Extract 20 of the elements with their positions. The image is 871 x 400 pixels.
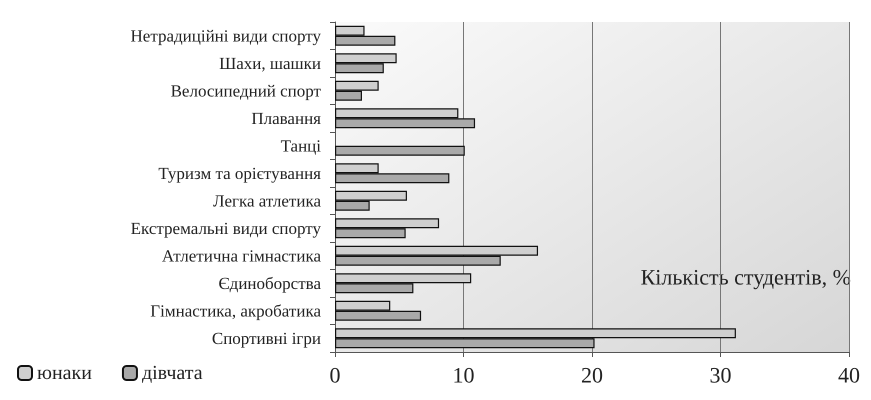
y-tick-label: Легка атлетика xyxy=(213,191,322,210)
x-tick-label: 20 xyxy=(581,362,603,388)
y-tick-label: Атлетична гімнастика xyxy=(162,246,322,266)
y-tick-label: Єдиноборства xyxy=(218,274,322,293)
y-tick-label: Нетрадиційні види спорту xyxy=(130,26,322,46)
x-tick-label: 0 xyxy=(330,362,340,388)
y-tick-label: Туризм та орієтування xyxy=(158,164,322,183)
y-tick-label: Екстремальні види спорту xyxy=(130,218,322,238)
y-tick-label: Шахи, шашки xyxy=(219,54,321,73)
y-tick-label: Велосипедний спорт xyxy=(170,81,322,100)
x-tick-label: 30 xyxy=(710,362,732,388)
y-tick-label: Танці xyxy=(280,136,322,156)
bar xyxy=(335,146,465,156)
y-tick-label: Плавання xyxy=(251,108,322,128)
legend-label: дівчата xyxy=(142,362,203,384)
y-tick-label: Спортивні ігри xyxy=(212,328,321,348)
legend-label: юнаки xyxy=(37,362,92,384)
x-tick-label: 10 xyxy=(452,362,474,388)
x-tick-label: 40 xyxy=(838,362,860,388)
y-tick-label: Гімнастика, акробатика xyxy=(150,301,322,320)
